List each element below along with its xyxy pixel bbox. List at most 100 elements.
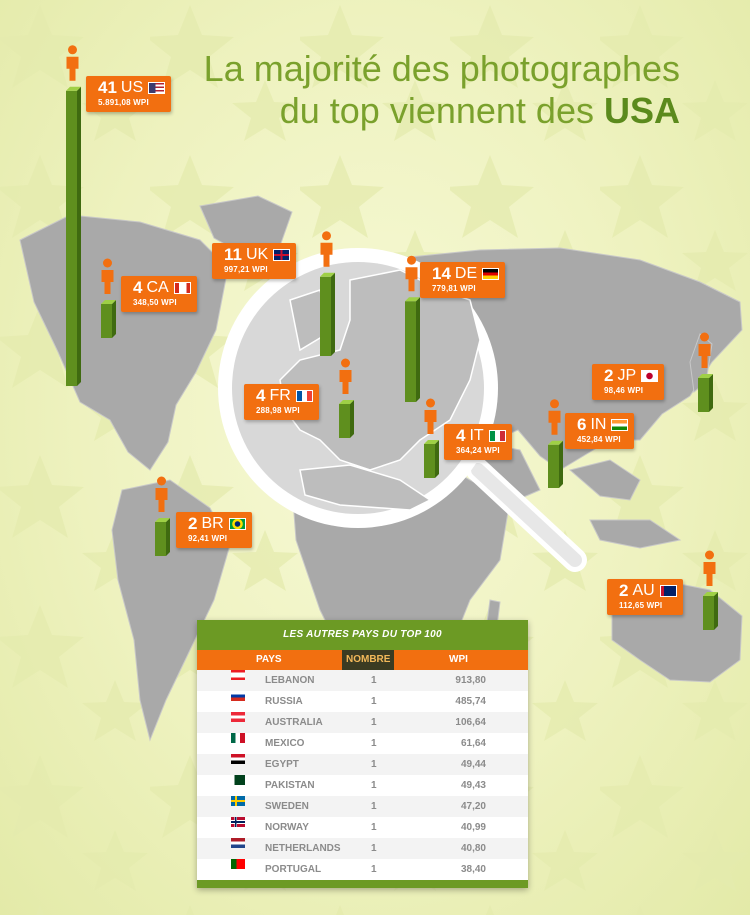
label-wpi: 364,24 WPI <box>456 446 500 455</box>
bar-au <box>703 592 718 630</box>
label-code: DE <box>454 265 478 282</box>
bar-de <box>405 297 420 402</box>
row-wpi: 40,99 <box>460 822 486 833</box>
label-wpi: 288,98 WPI <box>256 406 300 415</box>
bar-fr <box>339 400 354 438</box>
row-count: 1 <box>371 717 377 728</box>
portugal-flag-icon <box>231 859 245 869</box>
bar-it <box>424 440 439 478</box>
label-code: CA <box>146 279 169 296</box>
label-wpi: 779,81 WPI <box>432 284 476 293</box>
title-line2: du top viennent des USA <box>204 90 680 132</box>
table-row: MEXICO 1 61,64 <box>197 733 528 754</box>
label-code: BR <box>201 515 224 532</box>
label-top-row: 4 IT <box>456 427 506 445</box>
label-count: 14 <box>432 264 451 283</box>
label-count: 4 <box>256 386 266 405</box>
indonesia <box>589 519 682 549</box>
row-wpi: 40,80 <box>460 843 486 854</box>
label-wpi: 112,65 WPI <box>619 601 663 610</box>
table-footer <box>197 880 528 888</box>
row-count: 1 <box>371 864 377 875</box>
row-wpi: 106,64 <box>455 717 486 728</box>
label-wpi: 452,84 WPI <box>577 435 621 444</box>
header-wpi: WPI <box>449 654 468 665</box>
table-title: LES AUTRES PAYS DU TOP 100 <box>197 620 528 650</box>
header-country: PAYS <box>256 654 282 665</box>
jp-flag-icon <box>641 370 659 382</box>
person-icon <box>101 258 114 294</box>
table-row: RUSSIA 1 485,74 <box>197 691 528 712</box>
row-count: 1 <box>371 696 377 707</box>
bar-ca <box>101 300 116 338</box>
country-label-fr: 4 FR 288,98 WPI <box>244 384 319 420</box>
row-wpi: 47,20 <box>460 801 486 812</box>
row-country: NORWAY <box>265 822 309 833</box>
lebanon-flag-icon <box>231 670 245 680</box>
label-wpi: 5.891,08 WPI <box>98 98 149 107</box>
label-count: 11 <box>224 245 242 264</box>
row-count: 1 <box>371 759 377 770</box>
austria-flag-icon <box>231 712 245 722</box>
table-row: SWEDEN 1 47,20 <box>197 796 528 817</box>
in-flag-icon <box>611 419 629 431</box>
row-wpi: 485,74 <box>455 696 486 707</box>
person-icon <box>698 332 711 368</box>
bar-jp <box>698 374 713 412</box>
netherlands-flag-icon <box>231 838 245 848</box>
other-countries-table: LES AUTRES PAYS DU TOP 100 PAYS NOMBRE W… <box>197 620 528 888</box>
label-code: IT <box>469 427 484 444</box>
table-row: PORTUGAL 1 38,40 <box>197 859 528 880</box>
row-wpi: 49,44 <box>460 759 486 770</box>
row-country: PORTUGAL <box>265 864 322 875</box>
label-code: FR <box>269 387 291 404</box>
title-line1: La majorité des photographes <box>203 48 680 89</box>
label-top-row: 2 BR <box>188 515 246 533</box>
row-wpi: 38,40 <box>460 864 486 875</box>
sweden-flag-icon <box>231 796 245 806</box>
label-top-row: 11 UK <box>224 245 291 264</box>
table-row: NETHERLANDS 1 40,80 <box>197 838 528 859</box>
row-count: 1 <box>371 801 377 812</box>
it-flag-icon <box>488 430 506 442</box>
us-flag-icon <box>148 82 166 94</box>
table-row: LEBANON 1 913,80 <box>197 670 528 691</box>
table-header-row: PAYS NOMBRE WPI <box>197 650 528 670</box>
row-country: NETHERLANDS <box>265 843 341 854</box>
row-wpi: 913,80 <box>455 675 486 686</box>
bar-in <box>548 440 563 488</box>
label-code: AU <box>632 582 655 599</box>
country-label-de: 14 DE 779,81 WPI <box>420 262 506 298</box>
country-label-ca: 4 CA 348,50 WPI <box>121 276 197 312</box>
row-count: 1 <box>371 843 377 854</box>
country-label-us: 41 US 5.891,08 WPI <box>86 76 172 112</box>
country-label-it: 4 IT 364,24 WPI <box>444 424 512 460</box>
label-wpi: 997,21 WPI <box>224 265 268 274</box>
br-flag-icon <box>228 518 246 530</box>
label-count: 6 <box>577 415 587 434</box>
person-icon <box>703 550 716 586</box>
person-icon <box>66 45 79 81</box>
au-flag-icon <box>659 585 677 597</box>
bar-us <box>66 86 81 387</box>
ca-flag-icon <box>173 282 191 294</box>
label-wpi: 92,41 WPI <box>188 534 228 543</box>
label-code: UK <box>245 246 269 263</box>
row-country: SWEDEN <box>265 801 309 812</box>
label-count: 2 <box>604 366 614 385</box>
bar-uk <box>320 272 335 356</box>
row-wpi: 61,64 <box>460 738 486 749</box>
row-country: PAKISTAN <box>265 780 315 791</box>
person-icon <box>548 399 561 435</box>
row-country: LEBANON <box>265 675 315 686</box>
row-country: RUSSIA <box>265 696 303 707</box>
fr-flag-icon <box>295 390 313 402</box>
row-country: EGYPT <box>265 759 299 770</box>
row-country: AUSTRALIA <box>265 717 323 728</box>
label-count: 4 <box>133 278 143 297</box>
label-wpi: 348,50 WPI <box>133 298 177 307</box>
egypt-flag-icon <box>231 754 245 764</box>
table-row: PAKISTAN 1 49,43 <box>197 775 528 796</box>
